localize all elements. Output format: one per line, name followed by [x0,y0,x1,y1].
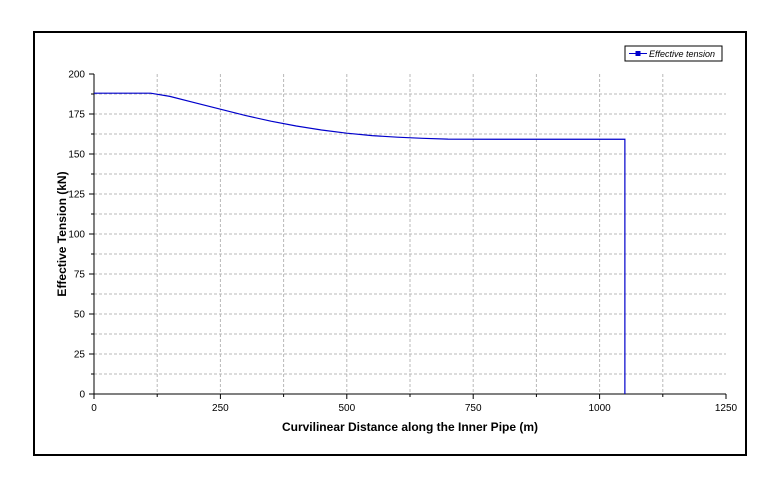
legend-box [624,45,723,62]
x-tick-label: 250 [212,403,229,414]
legend: Effective tension [624,45,723,62]
y-tick-label: 25 [74,350,86,361]
y-tick-label: 175 [68,110,85,121]
y-tick-label: 100 [68,230,85,241]
y-tick-label: 150 [68,150,85,161]
x-tick-label: 0 [91,403,97,414]
series-line-effective-tension [94,92,626,394]
y-tick-label: 75 [74,270,86,281]
legend-swatch-marker [635,51,641,56]
y-tick-label: 0 [79,390,85,401]
y-axis-title: Effective Tension (kN) [55,171,69,296]
y-tick-label: 125 [68,190,85,201]
x-tick-label: 1000 [588,403,611,414]
series-layer [94,92,626,394]
x-tick-label: 1250 [715,403,738,414]
y-tick-label: 50 [74,310,86,321]
effective-tension-chart: 0 250 500 750 1000 1250 0 25 50 75 100 125 150 175 200… [55,45,738,434]
ticks: 0 250 500 750 1000 1250 0 25 50 75 100 125 150 175 200 [68,70,737,415]
chart-frame: 0 250 500 750 1000 1250 0 25 50 75 100 125 150 175 200… [33,31,747,456]
x-axis-title: Curvilinear Distance along the Inner Pip… [282,420,538,434]
grid [94,74,726,394]
x-tick-label: 750 [465,403,482,414]
x-tick-label: 500 [338,403,355,414]
y-tick-label: 200 [68,70,85,81]
legend-entry-effective-tension: Effective tension [649,49,715,59]
